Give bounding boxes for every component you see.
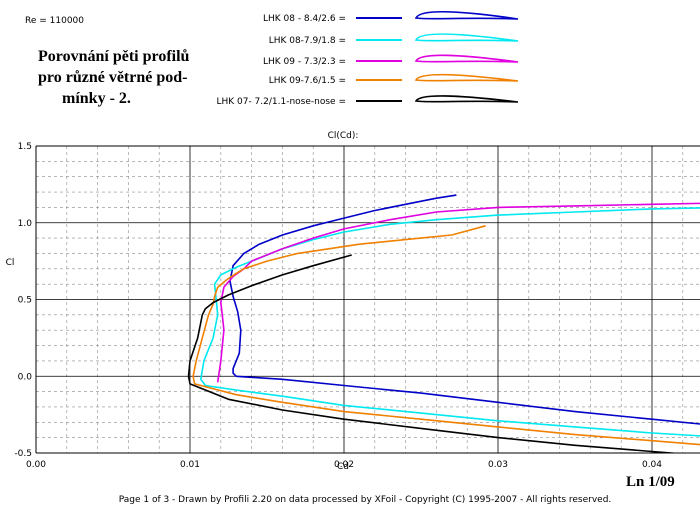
plot-area — [35, 145, 700, 454]
series-line-3 — [216, 202, 700, 383]
y-tick-label: 1.5 — [18, 142, 32, 152]
legend-label-2: LHK 08-7.9/1.8 = — [269, 36, 346, 46]
legend: LHK 08 - 8.4/2.6 = LHK 08-7.9/1.8 = LHK 09… — [216, 10, 519, 107]
major-grid — [36, 146, 700, 453]
y-tick-label: 1.0 — [18, 219, 33, 229]
y-tick-label: -0.5 — [14, 449, 32, 459]
heading-line-3: mínky - 2. — [62, 90, 131, 107]
heading-line-2: pro různé větrné pod- — [38, 69, 187, 86]
x-tick-label: 0.03 — [488, 460, 508, 470]
legend-label-5: LHK 07- 7.2/1.1-nose-nose = — [216, 97, 346, 107]
reynolds-number-label: Re = 110000 — [25, 16, 84, 26]
x-tick-label: 0.02 — [334, 460, 354, 470]
y-tick-label: 0.0 — [18, 372, 33, 382]
legend-label-3: LHK 09 - 7.3/2.3 = — [263, 57, 346, 67]
series-line-5 — [187, 254, 682, 453]
legend-airfoil-1 — [414, 10, 519, 20]
legend-airfoil-4 — [414, 73, 519, 82]
legend-label-1: LHK 08 - 8.4/2.6 = — [263, 14, 346, 24]
chart-heading: Porovnání pěti profilů pro různé větrné … — [38, 48, 190, 107]
legend-airfoil-2 — [414, 33, 519, 42]
x-tick-label: 0.04 — [642, 460, 662, 470]
polar-curves — [187, 194, 700, 453]
chart-title: Cl(Cd): — [328, 131, 359, 141]
minor-grid — [36, 146, 700, 453]
legend-airfoil-3 — [414, 54, 519, 63]
series-line-2 — [200, 207, 700, 437]
y-axis-ticks: -0.5 0.0 0.5 1.0 1.5 — [14, 142, 32, 459]
series-line-4 — [192, 225, 700, 446]
x-axis-label: Cd — [337, 462, 349, 472]
legend-airfoil-5 — [414, 95, 519, 103]
x-tick-label: 0.01 — [180, 460, 200, 470]
legend-label-4: LHK 09-7.6/1.5 = — [269, 76, 346, 86]
x-tick-label: 0.00 — [26, 460, 46, 470]
plot-frame — [35, 145, 700, 454]
x-axis-ticks: 0.00 0.01 0.02 0.03 0.04 — [26, 460, 662, 470]
footer-credit: Page 1 of 3 - Drawn by Profili 2.20 on d… — [119, 495, 612, 505]
series-line-1 — [229, 194, 700, 425]
y-tick-label: 0.5 — [18, 296, 32, 306]
heading-line-1: Porovnání pěti profilů — [38, 48, 190, 65]
page-code: Ln 1/09 — [626, 474, 675, 490]
y-axis-label: Cl — [6, 258, 15, 268]
